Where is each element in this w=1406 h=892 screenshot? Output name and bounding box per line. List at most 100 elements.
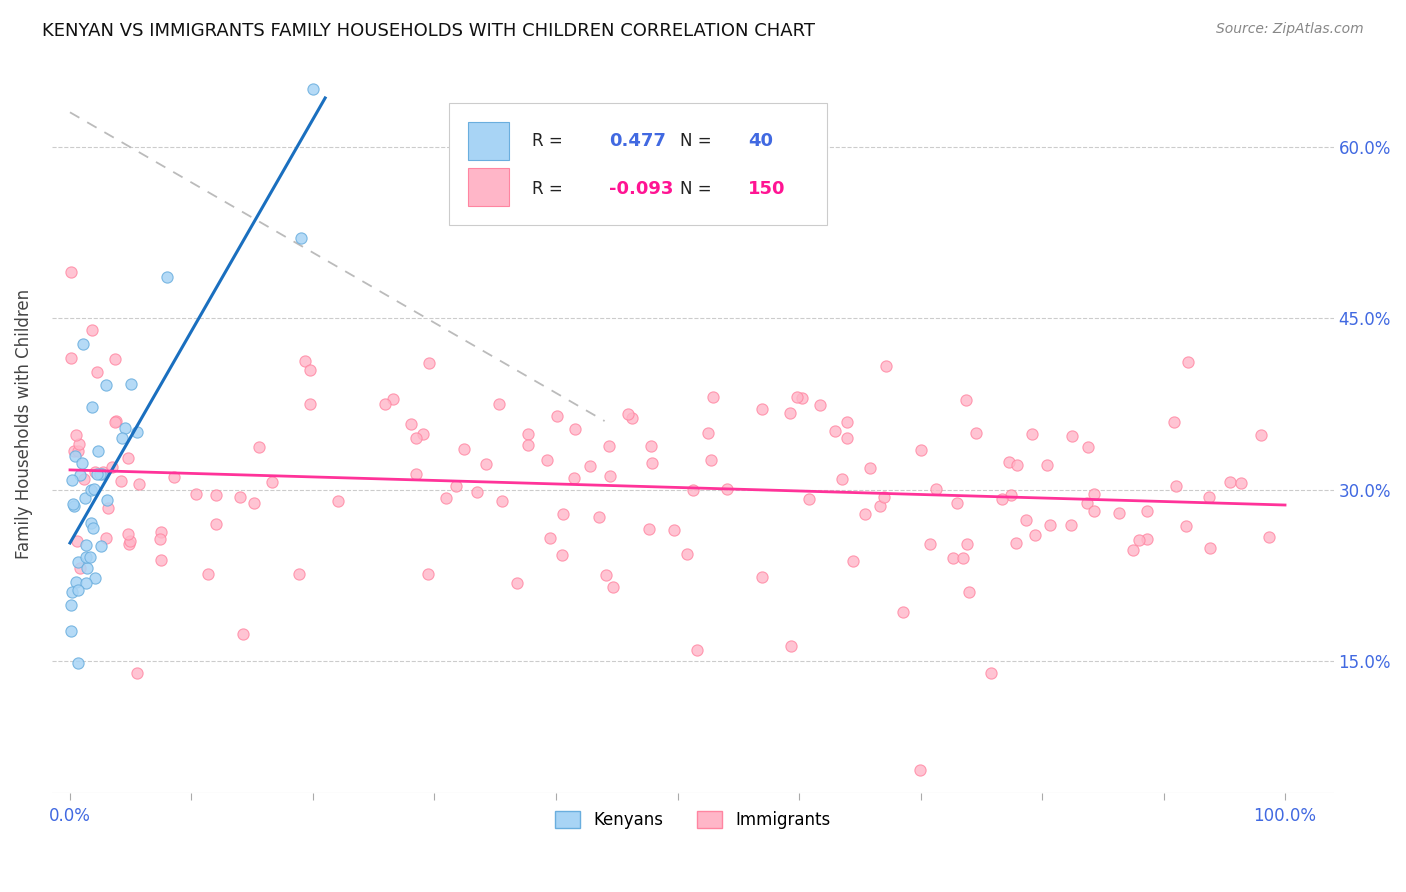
Point [60, 585, 83, 599]
Point [910, 443, 932, 458]
Point [111, 431, 134, 445]
Point [1122, 543, 1144, 558]
Point [595, 568, 617, 582]
Point [980, 665, 1002, 680]
Point [60, 598, 83, 612]
Point [640, 439, 662, 453]
Point [602, 580, 624, 594]
Point [149, 525, 172, 540]
Point [682, 483, 704, 498]
Point [73, 472, 96, 486]
Point [551, 548, 574, 562]
Point [204, 488, 226, 502]
Point [75, 538, 97, 552]
Point [242, 495, 264, 509]
FancyBboxPatch shape [449, 103, 827, 225]
Point [1163, 415, 1185, 429]
Text: Source: ZipAtlas.com: Source: ZipAtlas.com [1216, 22, 1364, 37]
Point [294, 354, 316, 368]
Point [104, 415, 127, 429]
Point [84, 465, 107, 479]
Point [1198, 490, 1220, 504]
Point [72, 457, 94, 471]
Point [1035, 458, 1057, 473]
Point [1230, 475, 1253, 490]
Point [620, 410, 643, 425]
Point [156, 269, 179, 284]
Point [488, 396, 510, 410]
Point [952, 551, 974, 566]
Point [94, 378, 117, 392]
Point [127, 665, 149, 680]
Point [101, 459, 124, 474]
Point [149, 532, 172, 546]
Point [65, 428, 87, 442]
Point [186, 486, 208, 500]
Point [326, 493, 349, 508]
Point [94, 531, 117, 545]
Point [66, 555, 89, 569]
Point [60, 624, 83, 638]
Point [686, 642, 709, 657]
Point [86, 467, 108, 482]
Point [1250, 428, 1272, 442]
Point [405, 467, 427, 482]
Point [205, 517, 228, 532]
Point [946, 496, 969, 510]
Point [63, 450, 86, 464]
Point [475, 457, 498, 471]
Point [97, 501, 120, 516]
Point [1164, 479, 1187, 493]
Point [641, 456, 664, 470]
Point [1136, 504, 1159, 518]
Point [412, 427, 434, 442]
Point [1083, 503, 1105, 517]
Point [302, 82, 325, 96]
Point [87, 443, 110, 458]
Text: 40: 40 [748, 132, 773, 151]
Point [824, 425, 846, 439]
Point [80, 516, 103, 531]
Point [562, 471, 585, 485]
Point [786, 390, 808, 404]
Point [491, 493, 513, 508]
Point [1076, 496, 1098, 510]
Text: R =: R = [533, 132, 568, 151]
Point [872, 490, 894, 504]
Point [84, 571, 107, 585]
Point [290, 231, 312, 245]
Point [553, 507, 575, 521]
Point [197, 567, 219, 582]
Point [797, 491, 820, 506]
Point [260, 475, 283, 490]
Point [75, 550, 97, 565]
Point [616, 407, 638, 421]
Point [579, 459, 602, 474]
Point [69, 561, 91, 575]
Point [564, 422, 586, 436]
Point [60, 265, 83, 279]
Point [1000, 488, 1022, 502]
Point [118, 537, 141, 551]
Point [110, 474, 132, 488]
Point [869, 500, 891, 514]
Point [86, 365, 108, 379]
Point [842, 554, 865, 568]
Point [792, 392, 814, 406]
Point [700, 452, 723, 467]
Point [1060, 518, 1083, 533]
Text: KENYAN VS IMMIGRANTS FAMILY HOUSEHOLDS WITH CHILDREN CORRELATION CHART: KENYAN VS IMMIGRANTS FAMILY HOUSEHOLDS W… [42, 22, 815, 40]
Point [79, 549, 101, 564]
Point [517, 437, 540, 451]
Point [91, 467, 114, 481]
Point [965, 425, 987, 440]
Point [62, 444, 84, 458]
Point [82, 322, 104, 336]
Point [1007, 458, 1029, 472]
Point [418, 567, 440, 582]
Point [837, 431, 859, 445]
Text: -0.093: -0.093 [609, 179, 673, 198]
Point [920, 537, 942, 551]
Text: 0.477: 0.477 [609, 132, 666, 151]
Point [505, 576, 527, 591]
